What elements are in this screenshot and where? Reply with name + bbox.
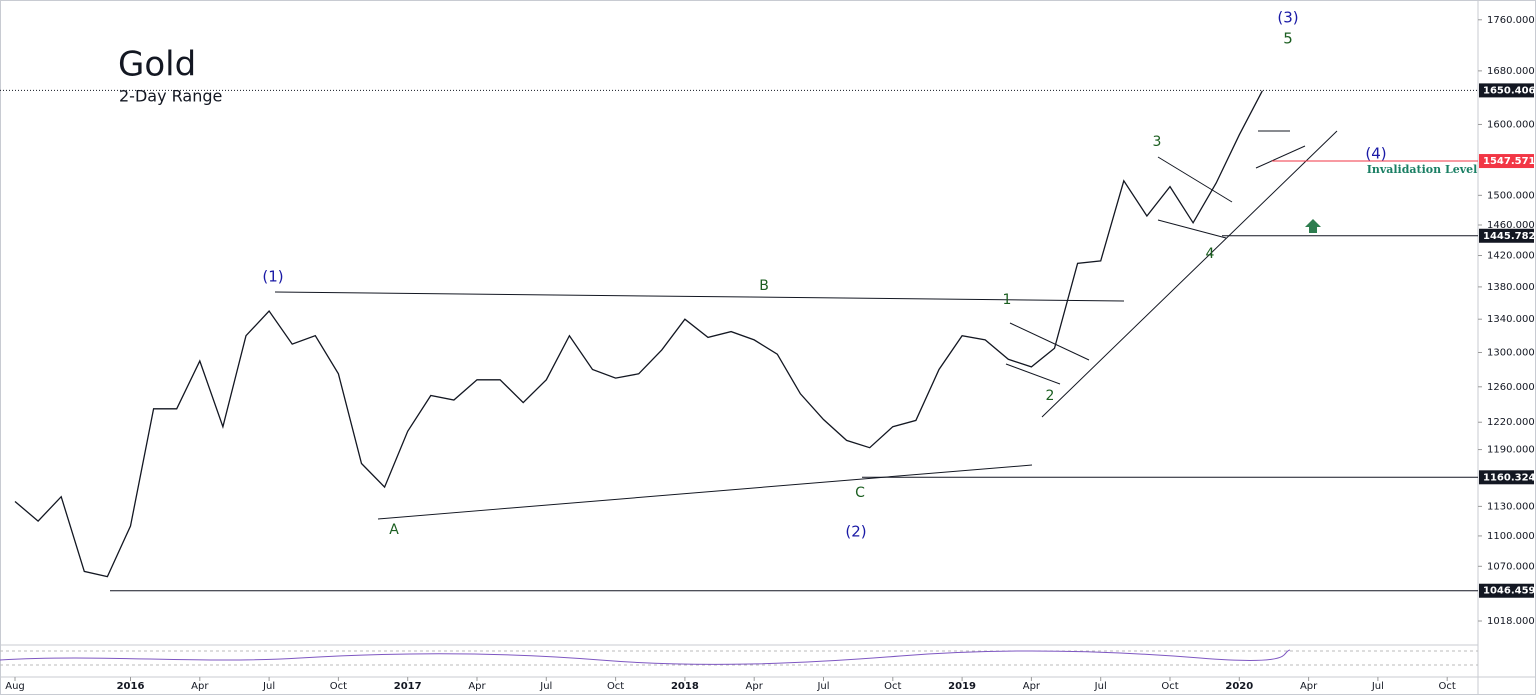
x-tick-label: 2016 [117,681,145,692]
price-level-tag [1479,470,1534,485]
trend-lines [274,130,1338,520]
trend-line [1005,363,1061,385]
trend-line [1157,219,1227,239]
price-level-label: 1547.571 [1483,156,1536,167]
price-line [14,90,1263,578]
y-tick-label: 1220.000 [1487,417,1535,428]
x-tick-label: Apr [1300,681,1318,692]
wave-label: C [855,485,865,501]
wave-label: 1 [1003,292,1012,308]
x-tick-label: Oct [330,681,347,692]
wave-label: (4) [1365,145,1386,163]
price-level-label: 1445.782 [1483,231,1536,242]
y-tick-label: 1420.000 [1487,251,1535,262]
x-tick-label: Jul [1094,681,1107,692]
x-tick-label: Apr [1023,681,1041,692]
x-tick-label: Apr [468,681,486,692]
y-tick-label: 1070.000 [1487,561,1535,572]
x-tick-label: Oct [607,681,624,692]
trend-line [1157,156,1233,203]
x-tick-label: Aug [5,681,25,692]
x-tick-label: Jul [539,681,552,692]
price-level-tag [1479,154,1534,169]
y-tick-label: 1680.000 [1487,66,1535,77]
x-tick-label: Oct [884,681,901,692]
price-level-label: 1650.406 [1483,85,1536,96]
trend-line [1041,130,1338,418]
price-level-tag [1479,228,1534,243]
y-tick-label: 1100.000 [1487,531,1535,542]
wave-label: (1) [262,268,283,286]
y-tick-label: 1500.000 [1487,190,1535,201]
chart-title: Gold [118,45,196,85]
rsi-line [0,649,1291,665]
x-tick-label: 2018 [671,681,699,692]
x-tick-label: Oct [1439,681,1456,692]
price-level-tag [1479,583,1534,598]
x-tick-label: Jul [816,681,829,692]
x-tick-label: 2017 [394,681,422,692]
y-tick-label: 1760.000 [1487,15,1535,26]
price-level-tag [1479,83,1534,98]
y-tick-label: 1130.000 [1487,501,1535,512]
wave-label: (3) [1277,9,1298,27]
chart-subtitle: 2-Day Range [119,87,222,106]
wave-label: A [389,522,399,538]
y-tick-label: 1340.000 [1487,314,1535,325]
y-tick-label: 1190.000 [1487,445,1535,456]
wave-label: Invalidation Level [1367,163,1478,176]
y-tick-label: 1460.000 [1487,220,1535,231]
y-tick-label: 1600.000 [1487,119,1535,130]
trend-line [1255,145,1306,169]
wave-label: B [759,278,769,294]
y-tick-label: 1300.000 [1487,347,1535,358]
x-tick-label: Jul [262,681,275,692]
y-tick-label: 1380.000 [1487,282,1535,293]
price-level-label: 1046.459 [1483,586,1536,597]
x-tick-label: Apr [191,681,209,692]
x-tick-label: Apr [746,681,764,692]
x-tick-label: Jul [1371,681,1384,692]
wave-label: 4 [1206,246,1215,262]
y-tick-label: 1260.000 [1487,382,1535,393]
up-arrow [1305,219,1321,233]
x-tick-label: 2019 [948,681,976,692]
wave-label: 5 [1283,30,1293,48]
x-tick-label: 2020 [1225,681,1253,692]
trend-line [377,464,1033,520]
wave-label: 3 [1153,134,1162,150]
x-tick-label: Oct [1161,681,1178,692]
y-tick-label: 1018.000 [1487,616,1535,627]
price-level-label: 1160.324 [1483,472,1536,483]
trend-line [1009,322,1090,361]
wave-label: (2) [845,523,866,541]
wave-label: 2 [1046,388,1055,404]
trend-line [274,291,1125,302]
